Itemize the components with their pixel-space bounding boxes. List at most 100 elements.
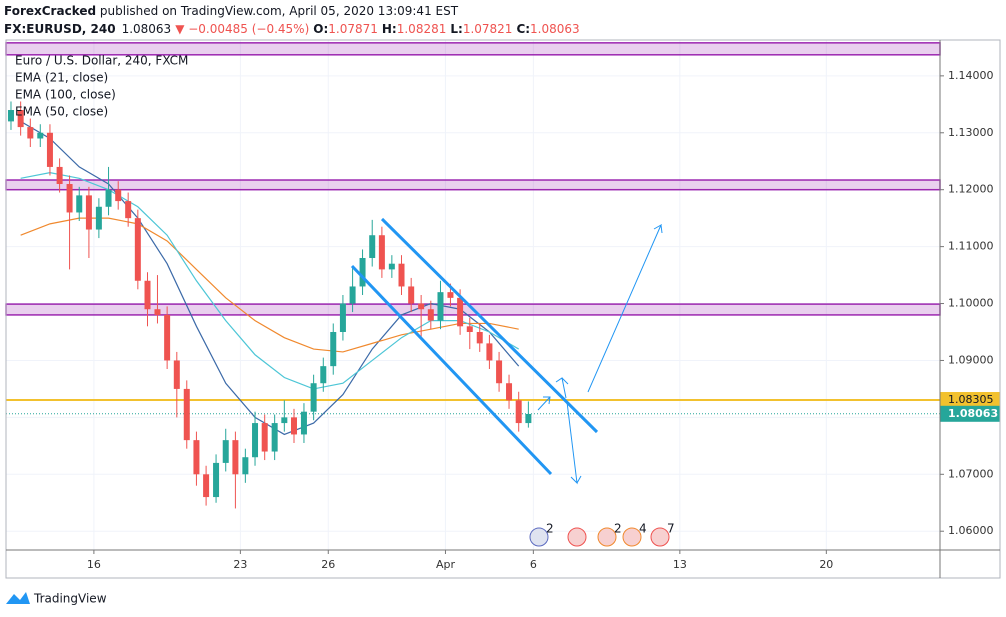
y-tick-label: 1.10000: [948, 297, 994, 310]
event-count: 4: [639, 522, 647, 536]
change: ▼ −0.00485 (−0.45%): [175, 22, 309, 36]
candle-body: [203, 474, 210, 498]
candle-body: [290, 417, 297, 435]
channel-line: [350, 264, 553, 476]
candle-body: [66, 184, 73, 213]
candle-body: [388, 263, 395, 270]
candle-body: [427, 309, 434, 321]
y-tick-label: 1.06000: [948, 524, 994, 537]
candle-body: [378, 235, 385, 270]
ohlc-label: C:: [516, 22, 530, 36]
candle-body: [222, 440, 229, 463]
level-label: 1.08305: [948, 393, 994, 406]
ema-line: [20, 120, 520, 436]
brand: TradingView: [33, 592, 107, 606]
candle-body: [105, 189, 112, 207]
candle-body: [46, 132, 53, 167]
candle-body: [476, 331, 483, 344]
candle-body: [213, 462, 220, 498]
candle-body: [252, 423, 259, 458]
chart-title: Euro / U.S. Dollar, 240, FXCM: [15, 54, 188, 68]
symbol-line: FX:EURUSD, 240 1.08063 ▼ −0.00485 (−0.45%)…: [4, 22, 580, 36]
candle-body: [95, 206, 102, 230]
candle-body: [232, 440, 239, 475]
candle-body: [242, 457, 249, 475]
event-icon[interactable]: [567, 527, 587, 547]
candle-body: [17, 110, 24, 128]
candle-body: [193, 440, 200, 475]
arrow: [537, 396, 551, 411]
candle-body: [457, 297, 464, 327]
channel-line: [380, 217, 599, 434]
candle-body: [418, 303, 425, 310]
candle-body: [486, 343, 493, 361]
event-icons: 2 2 4 7: [529, 522, 675, 547]
y-tick-label: 1.13000: [948, 126, 994, 139]
candle-body: [164, 314, 171, 361]
ema-line: [20, 172, 520, 390]
ohlc-label: L:: [450, 22, 462, 36]
candle-body: [56, 166, 63, 185]
candle-body: [437, 292, 444, 321]
level-badge: [940, 392, 1000, 409]
x-tick-label: 26: [321, 558, 335, 571]
candle-body: [144, 280, 151, 310]
x-tick-label: 16: [87, 558, 101, 571]
candle-body: [506, 383, 513, 401]
candle-body: [37, 132, 44, 139]
symbol: FX:EURUSD, 240: [4, 22, 116, 36]
candle-body: [447, 292, 454, 298]
legend-entry: EMA (21, close): [15, 71, 108, 85]
author: ForexCracked: [4, 4, 96, 18]
x-tick-label: 13: [673, 558, 687, 571]
ohlc-label: O:: [313, 22, 328, 36]
event-icon[interactable]: [650, 527, 670, 547]
candle-body: [496, 360, 503, 384]
resistance-zone: [5, 179, 941, 191]
ema-line: [20, 217, 519, 353]
ohlc-label: H:: [382, 22, 397, 36]
arrow: [587, 223, 663, 393]
candle-body: [359, 258, 366, 287]
candle-body: [515, 400, 522, 424]
y-tick-label: 1.09000: [948, 353, 994, 366]
candle-body: [261, 423, 268, 452]
ohlc-value: 1.07821: [463, 22, 513, 36]
legend-entry: EMA (100, close): [15, 88, 116, 102]
candle-body: [330, 331, 337, 367]
logo: TradingView: [6, 592, 107, 606]
candle-body: [115, 189, 122, 202]
event-icon[interactable]: [622, 527, 642, 547]
header-line: ForexCracked published on TradingView.co…: [4, 4, 459, 18]
candle-body: [320, 366, 327, 384]
x-tick-label: 23: [233, 558, 247, 571]
candle-body: [183, 388, 190, 441]
arrow: [555, 377, 569, 399]
ohlc-value: 1.08063: [530, 22, 580, 36]
legend-entry: EMA (50, close): [15, 105, 108, 119]
event-icon[interactable]: [597, 527, 617, 547]
y-tick-label: 1.07000: [948, 467, 994, 480]
arrow: [566, 401, 582, 485]
ohlc-value: 1.07871: [328, 22, 378, 36]
candle-body: [339, 303, 346, 332]
last-price-badge: [940, 405, 1000, 422]
event-count: 7: [667, 522, 675, 536]
candle-body: [369, 235, 376, 259]
candle-body: [398, 263, 405, 287]
candle-body: [408, 286, 415, 304]
price: 1.08063: [122, 22, 172, 36]
candle-body: [85, 195, 92, 230]
x-tick-label: 20: [819, 558, 833, 571]
event-icon[interactable]: [529, 527, 549, 547]
candle-body: [173, 360, 180, 389]
drawings: [350, 217, 663, 485]
frame: [5, 39, 1001, 579]
candle-body: [525, 413, 532, 424]
candle-body: [310, 383, 317, 412]
published: published on TradingView.com, April 05, …: [96, 4, 459, 18]
event-count: 2: [546, 522, 554, 536]
candle-body: [466, 326, 473, 332]
